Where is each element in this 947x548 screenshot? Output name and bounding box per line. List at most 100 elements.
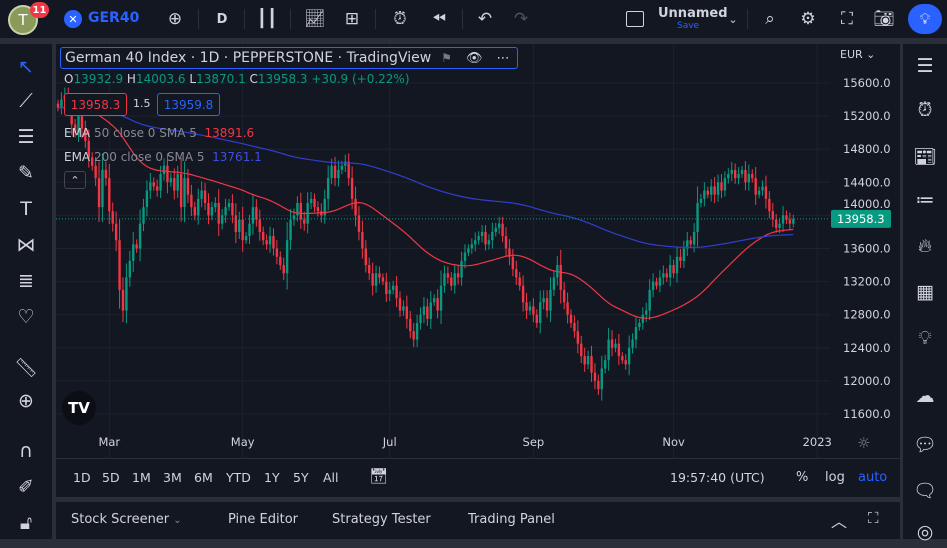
undo-icon[interactable]: ↶: [477, 9, 493, 29]
candle-body: [525, 302, 528, 311]
ema50-line: [57, 106, 794, 319]
comment-icon[interactable]: 🗨︎: [912, 479, 938, 502]
ema200-legend[interactable]: EMA 200 close 0 SMA 5 13761.1: [64, 150, 262, 164]
log-toggle[interactable]: log: [825, 470, 845, 485]
currency-selector[interactable]: EUR ⌄: [840, 48, 876, 61]
settings-sun-icon[interactable]: ☼: [857, 434, 871, 452]
chevron-up-icon[interactable]: ︿: [831, 512, 848, 531]
candle-body: [381, 277, 385, 282]
indicators-icon[interactable]: 📈︎: [304, 9, 326, 29]
range-6m[interactable]: 6M: [194, 470, 213, 485]
chats-icon[interactable]: 💬︎: [912, 433, 938, 456]
ruler-icon[interactable]: 📏︎: [13, 356, 39, 379]
candle-body: [162, 165, 166, 175]
sell-button[interactable]: 13958.3: [64, 93, 127, 116]
tab-trading-panel[interactable]: Trading Panel: [468, 512, 555, 527]
tab-strategy-tester[interactable]: Strategy Tester: [332, 512, 431, 527]
lock-drawings-icon[interactable]: ✐: [18, 476, 34, 498]
tab-stock-screener[interactable]: Stock Screener ⌄: [71, 512, 182, 527]
candle-body: [138, 223, 142, 249]
camera-icon[interactable]: 📷︎: [873, 9, 895, 29]
lock-icon[interactable]: 🔓︎: [19, 512, 33, 534]
buy-button[interactable]: 13959.8: [157, 93, 220, 116]
symbol-search-button[interactable]: GER40: [88, 10, 140, 26]
price-axis: [830, 44, 900, 458]
range-1m[interactable]: 1M: [132, 470, 151, 485]
cursor-icon[interactable]: ↖: [18, 56, 34, 78]
chart-title-box[interactable]: German 40 Index · 1D · PEPPERSTONE · Tra…: [60, 47, 519, 69]
candle-body: [87, 140, 90, 158]
range-ytd[interactable]: YTD: [226, 470, 251, 485]
chart-panel[interactable]: 15600.0 15200.0 14800.0 14400.0 14000.0 13600…: [56, 44, 900, 497]
clock-time[interactable]: 19:57:40 (UTC): [670, 470, 765, 485]
pattern-icon[interactable]: ⋈: [16, 234, 36, 256]
prediction-icon[interactable]: ≣: [18, 270, 34, 292]
y-tick-label: 12400.0: [843, 341, 891, 355]
list-add-icon[interactable]: ≔: [915, 189, 935, 211]
percent-toggle[interactable]: %: [796, 470, 809, 485]
range-5d[interactable]: 5D: [102, 470, 120, 485]
search-icon[interactable]: ⌕: [765, 9, 775, 29]
replay-icon[interactable]: ⏪︎: [432, 9, 446, 29]
fullscreen-icon[interactable]: ⛶: [841, 9, 853, 29]
auto-toggle[interactable]: auto: [858, 470, 888, 485]
fib-icon[interactable]: ☰: [17, 126, 35, 148]
candle-body: [532, 306, 535, 315]
stream-icon[interactable]: ◎: [916, 521, 934, 543]
redo-icon[interactable]: ↷: [513, 9, 529, 29]
publish-icon[interactable]: 💡︎: [908, 4, 942, 34]
range-1d[interactable]: 1D: [73, 470, 91, 485]
candle-body: [439, 285, 443, 311]
save-button[interactable]: Save: [677, 21, 700, 31]
range-3m[interactable]: 3M: [163, 470, 182, 485]
candles-icon[interactable]: ┃┃: [256, 9, 278, 29]
heart-icon[interactable]: ♡: [17, 306, 35, 328]
hotlist-icon[interactable]: 🔥︎: [918, 235, 932, 257]
news-icon[interactable]: 📰︎: [912, 145, 938, 168]
alarm-clock-icon[interactable]: ⏰︎: [917, 99, 933, 121]
gear-icon[interactable]: ⚙: [800, 9, 816, 29]
candle-body: [614, 343, 617, 348]
watchlist-icon[interactable]: ☰: [916, 55, 934, 77]
candle-body: [521, 285, 525, 303]
more-icon[interactable]: ⋯: [496, 50, 510, 66]
candle-body: [463, 252, 467, 261]
layout-icon[interactable]: [620, 0, 650, 38]
brush-icon[interactable]: ✎: [18, 162, 34, 184]
alert-icon[interactable]: ⏰︎: [393, 9, 407, 29]
ema50-legend[interactable]: EMA 50 close 0 SMA 5 13891.6: [64, 126, 255, 140]
tradingview-logo[interactable]: TV: [62, 391, 96, 425]
ideas-icon[interactable]: 💡︎: [918, 327, 932, 349]
trend-line-icon[interactable]: ⟋: [19, 90, 33, 112]
range-all[interactable]: All: [323, 470, 339, 485]
range-1y[interactable]: 1Y: [264, 470, 280, 485]
cloud-icon[interactable]: ☁: [915, 385, 935, 407]
text-icon[interactable]: T: [20, 198, 32, 220]
compare-symbol-icon[interactable]: ⊕: [167, 9, 183, 29]
interval-button[interactable]: D: [216, 11, 228, 27]
collapse-legend-button[interactable]: ⌃: [64, 171, 86, 189]
flag-icon[interactable]: ⚑: [441, 51, 452, 65]
candle-body: [720, 182, 723, 191]
magnet-icon[interactable]: ∩: [19, 440, 33, 462]
calendar-icon[interactable]: ▦: [916, 281, 934, 303]
eye-icon[interactable]: 👁︎: [465, 50, 483, 66]
zoom-icon[interactable]: ⊕: [18, 390, 34, 412]
candle-body: [768, 198, 771, 212]
tab-pine-editor[interactable]: Pine Editor: [228, 512, 299, 527]
templates-icon[interactable]: ⊞: [344, 9, 360, 29]
candle-body: [638, 322, 641, 328]
candle-body: [586, 356, 590, 365]
goto-date-icon[interactable]: 📅︎: [369, 467, 389, 485]
candle-body: [747, 174, 751, 183]
chevron-down-icon[interactable]: ⌄: [728, 12, 738, 26]
candle-body: [166, 165, 169, 183]
candle-body: [436, 298, 439, 311]
candle-body: [655, 281, 658, 286]
price-chart[interactable]: 15600.0 15200.0 14800.0 14400.0 14000.0 13600…: [56, 44, 900, 458]
candle-body: [645, 310, 648, 315]
layout-name[interactable]: Unnamed: [658, 6, 728, 21]
range-5y[interactable]: 5Y: [293, 470, 309, 485]
candle-body: [104, 169, 108, 179]
maximize-icon[interactable]: ⛶: [868, 509, 879, 527]
